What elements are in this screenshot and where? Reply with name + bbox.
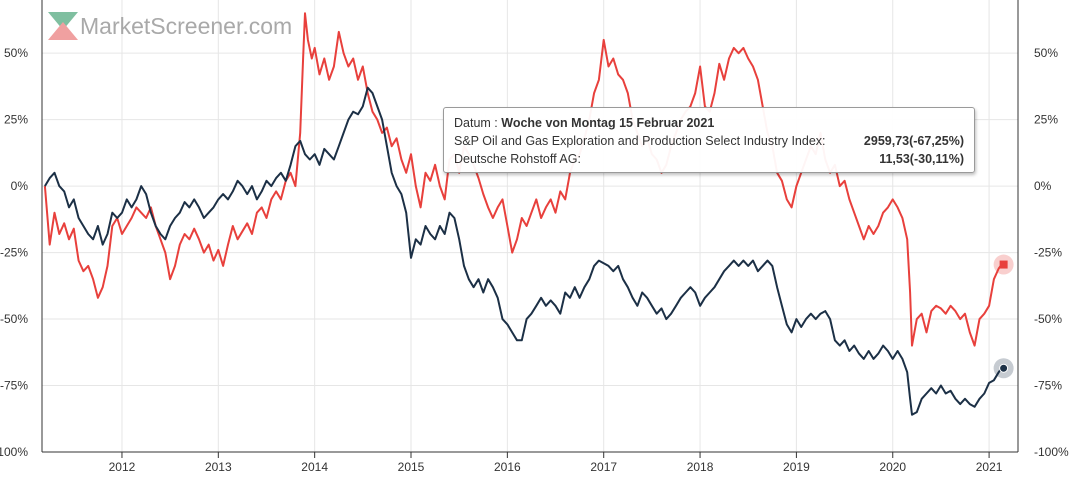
y-tick-label-left: -100% (0, 445, 28, 459)
y-tick-label-left: 0% (11, 179, 29, 193)
series-line-0[interactable] (43, 12, 1003, 347)
series-layer (43, 12, 1003, 416)
tooltip-company-value: 11,53(-30,11%) (879, 152, 964, 166)
y-tick-label-right: -25% (1034, 246, 1062, 260)
x-tick-label: 2020 (879, 460, 906, 474)
y-tick-label-right: -50% (1034, 312, 1062, 326)
marketscreener-logo: MarketScreener.com (48, 12, 292, 40)
x-tick-label: 2014 (301, 460, 328, 474)
y-tick-label-left: -50% (0, 312, 28, 326)
x-tick-label: 2021 (976, 460, 1003, 474)
company-end-marker[interactable] (999, 363, 1009, 373)
tooltip-index-value: 2959,73(-67,25%) (863, 134, 964, 148)
tooltip-date: Datum : Woche von Montag 15 Februar 2021 (454, 114, 714, 132)
logo-mark-green (48, 12, 78, 30)
x-tick-label: 2017 (590, 460, 617, 474)
y-tick-label-left: 25% (4, 113, 28, 127)
y-tick-label-right: 50% (1034, 46, 1058, 60)
logo-text: MarketScreener.com (80, 13, 292, 39)
y-tick-label-right: -75% (1034, 379, 1062, 393)
y-tick-label-left: -75% (0, 379, 28, 393)
grid-layer (42, 0, 1018, 453)
y-tick-label-right: 0% (1034, 179, 1052, 193)
x-tick-label: 2012 (109, 460, 136, 474)
tooltip-company-label: Deutsche Rohstoff AG: (454, 152, 581, 166)
y-tick-label-right: 25% (1034, 113, 1058, 127)
x-tick-label: 2019 (783, 460, 810, 474)
marker-layer (993, 254, 1014, 379)
tooltip-row-company: Deutsche Rohstoff AG: 11,53(-30,11%) (454, 150, 964, 168)
tooltip-date-label: Datum : (454, 116, 498, 130)
logo-mark-red (48, 22, 78, 40)
x-tick-label: 2013 (205, 460, 232, 474)
series-line-1[interactable] (44, 86, 1003, 416)
y-tick-label-left: -25% (0, 246, 28, 260)
x-tick-label: 2018 (687, 460, 714, 474)
tooltip-index-label: S&P Oil and Gas Exploration and Producti… (454, 134, 826, 148)
y-tick-label-left: 50% (4, 46, 28, 60)
x-tick-label: 2016 (494, 460, 521, 474)
tooltip-row-index: S&P Oil and Gas Exploration and Producti… (454, 132, 964, 150)
axis-layer: 50% 50% 25% 25% 0% 0% -25% -25% -50% -50% -75% -75%… (0, 0, 1069, 474)
chart-tooltip: Datum : Woche von Montag 15 Februar 2021… (443, 107, 975, 173)
x-tick-label: 2015 (398, 460, 425, 474)
y-tick-label-right: -100% (1034, 445, 1069, 459)
index-end-marker[interactable] (999, 260, 1008, 269)
tooltip-date-row: Datum : Woche von Montag 15 Februar 2021 (454, 114, 964, 132)
tooltip-date-value: Woche von Montag 15 Februar 2021 (501, 116, 715, 130)
